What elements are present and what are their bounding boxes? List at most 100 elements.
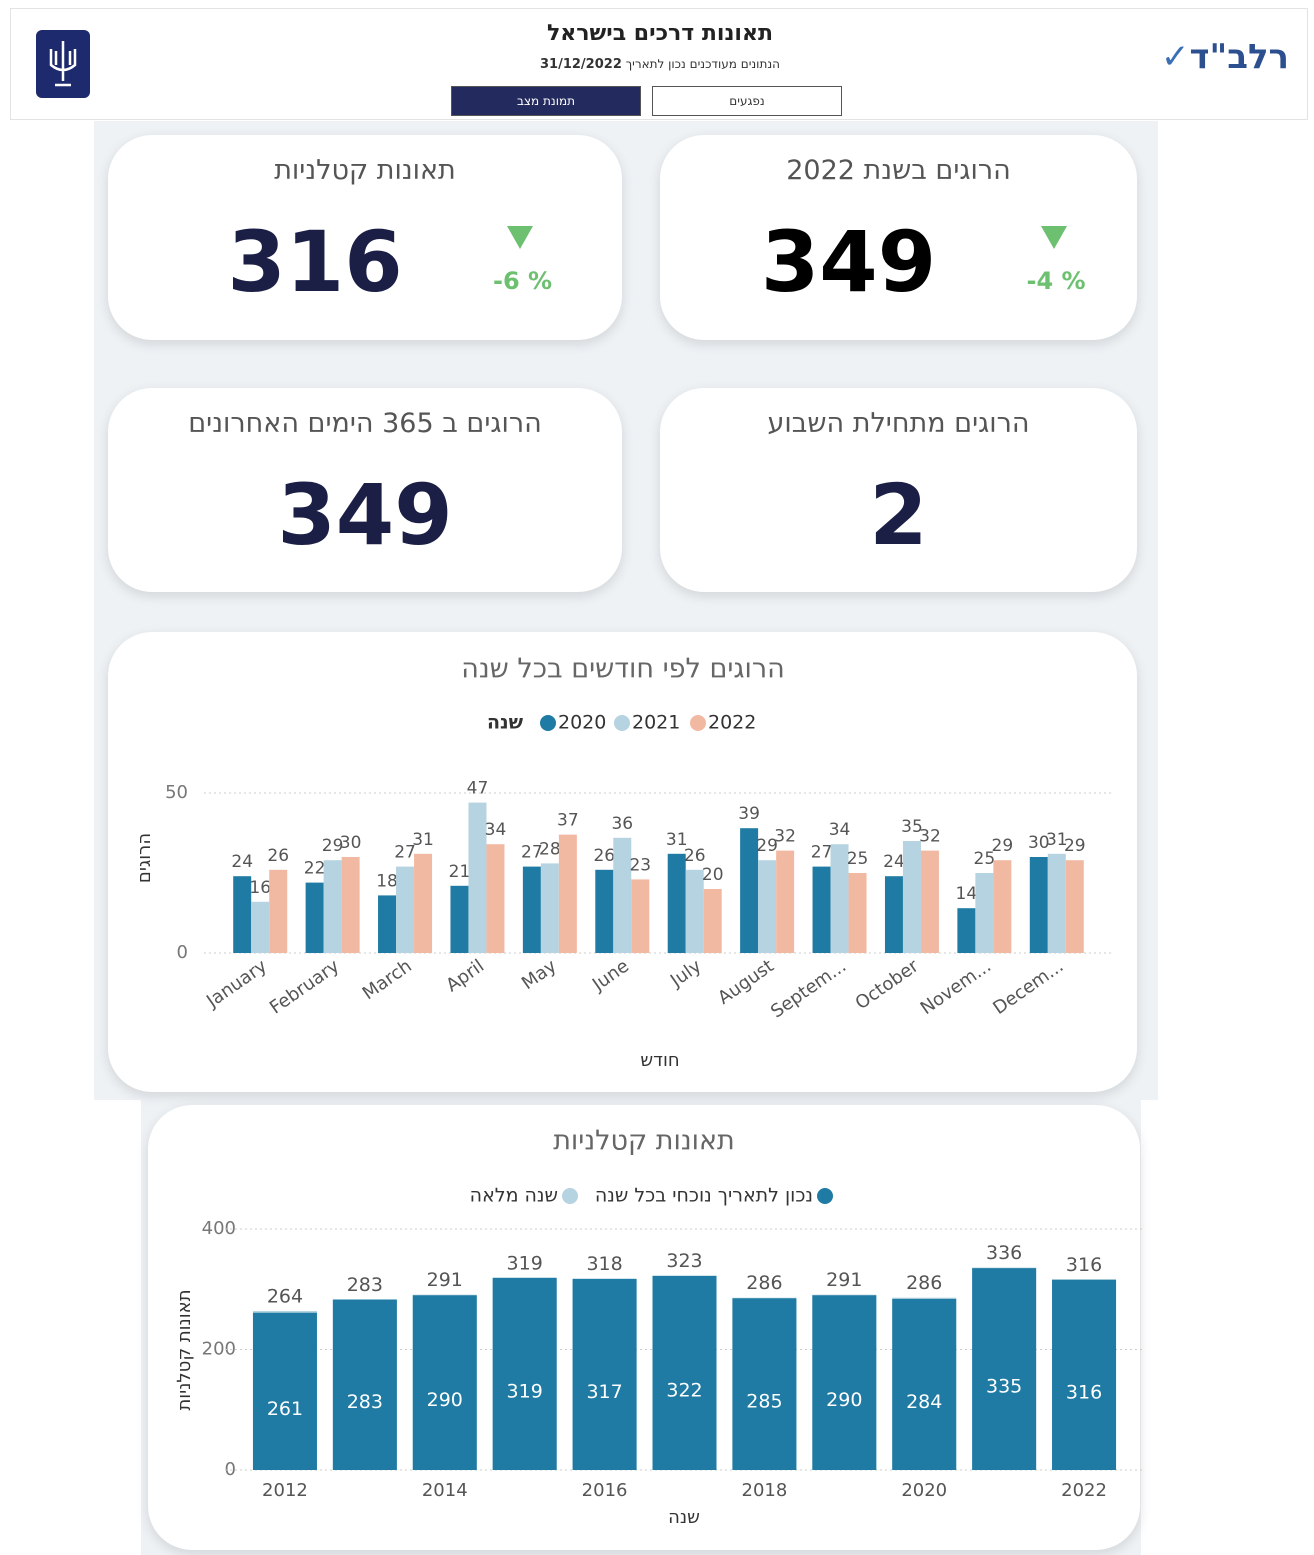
x-tick-label: August bbox=[714, 956, 778, 1009]
data-label: 26 bbox=[267, 846, 289, 866]
bar bbox=[703, 889, 722, 953]
bar bbox=[251, 901, 270, 953]
legend-label: 2022 bbox=[708, 712, 756, 734]
data-label: 27 bbox=[394, 843, 416, 863]
trend-arrow bbox=[507, 226, 533, 249]
data-label: 34 bbox=[485, 820, 507, 840]
x-tick-label: Decem... bbox=[989, 956, 1067, 1019]
x-tick-label: 2016 bbox=[582, 1480, 628, 1501]
date: 31/12/2022 bbox=[540, 57, 622, 72]
data-label: 291 bbox=[826, 1269, 862, 1291]
data-label: 32 bbox=[774, 827, 796, 847]
legend-label: נכון לתאריך נוכחי בכל שנה bbox=[595, 1185, 813, 1207]
tab[interactable]: נפגעים bbox=[652, 86, 842, 116]
kpi-title: הרוגים מתחילת השבוע bbox=[767, 408, 1030, 439]
legend-marker bbox=[690, 715, 706, 731]
data-label: 35 bbox=[901, 817, 923, 837]
bar bbox=[1029, 857, 1048, 953]
bar bbox=[414, 853, 433, 953]
bar bbox=[522, 866, 541, 953]
kpi-card: הרוגים בשנת 2022 349 -4 % bbox=[660, 135, 1137, 340]
y-tick-label: 200 bbox=[202, 1339, 236, 1360]
bar bbox=[540, 863, 559, 953]
data-label: 28 bbox=[539, 839, 561, 859]
x-tick-label: October bbox=[852, 955, 924, 1014]
bar bbox=[486, 844, 505, 953]
x-tick-label: Novem... bbox=[917, 956, 995, 1020]
data-label: 264 bbox=[267, 1285, 303, 1307]
kpi-value: 2 bbox=[869, 466, 928, 564]
trend-arrow-shape bbox=[1040, 226, 1067, 249]
subtitle: הנתונים מעודכנים נכון לתאריך 31/12/2022 bbox=[11, 57, 1309, 72]
data-label: 283 bbox=[347, 1274, 383, 1296]
data-label: 319 bbox=[507, 1252, 543, 1274]
data-label: 29 bbox=[756, 836, 778, 856]
header: רלב"ד✓ תאונות דרכים בישראל הנתונים מעודכ… bbox=[10, 8, 1308, 120]
data-label: 27 bbox=[811, 843, 833, 863]
data-label: 20 bbox=[702, 865, 724, 885]
data-label: 14 bbox=[956, 884, 978, 904]
kpi-value: 349 bbox=[277, 466, 453, 564]
logo-text: רלב"ד bbox=[1189, 37, 1289, 77]
bar bbox=[252, 1312, 317, 1470]
legend-marker bbox=[614, 715, 630, 731]
kpi-change: -4 % bbox=[1026, 267, 1086, 295]
data-label: 47 bbox=[467, 779, 489, 799]
kpi-value: 349 bbox=[760, 213, 937, 311]
y-axis-title: הרוגים bbox=[134, 833, 155, 883]
data-label: 31 bbox=[666, 830, 688, 850]
data-label: 26 bbox=[593, 846, 615, 866]
legend-marker bbox=[540, 715, 556, 731]
x-axis-title: חודש bbox=[640, 1050, 679, 1071]
data-label: 24 bbox=[231, 852, 253, 872]
data-label: 21 bbox=[449, 862, 471, 882]
data-label: 286 bbox=[746, 1272, 782, 1294]
emblem bbox=[36, 30, 90, 98]
bar bbox=[975, 873, 994, 953]
bar bbox=[667, 853, 686, 953]
bar bbox=[776, 850, 795, 953]
legend-marker bbox=[562, 1188, 578, 1204]
data-label: 23 bbox=[629, 855, 651, 875]
bar bbox=[732, 1298, 797, 1470]
chart-title: תאונות קטלניות bbox=[553, 1126, 735, 1157]
bar bbox=[233, 876, 252, 953]
data-label: 283 bbox=[347, 1391, 383, 1413]
x-tick-label: 2012 bbox=[262, 1480, 308, 1501]
x-axis-title: שנה bbox=[668, 1507, 700, 1528]
data-label: 26 bbox=[684, 846, 706, 866]
bar bbox=[830, 844, 849, 953]
data-label: 24 bbox=[883, 852, 905, 872]
tab[interactable]: תמונת מצב bbox=[451, 86, 641, 116]
data-label: 323 bbox=[666, 1250, 702, 1272]
trend-arrow-shape bbox=[507, 226, 533, 249]
bar bbox=[396, 866, 415, 953]
bar bbox=[884, 876, 903, 953]
kpi-title: הרוגים בשנת 2022 bbox=[786, 155, 1011, 186]
y-tick-label: 50 bbox=[165, 782, 188, 803]
x-tick-label: Septem... bbox=[767, 956, 850, 1023]
data-label: 30 bbox=[340, 833, 362, 853]
bar bbox=[1047, 853, 1066, 953]
data-label: 27 bbox=[521, 843, 543, 863]
bar bbox=[595, 869, 614, 953]
y-axis-title: תאונות קטלניות bbox=[174, 1289, 195, 1410]
legend-label: שנה מלאה bbox=[470, 1185, 558, 1207]
data-label: 290 bbox=[427, 1389, 463, 1411]
bar bbox=[892, 1298, 957, 1470]
bar bbox=[1052, 1279, 1117, 1470]
x-tick-label: 2014 bbox=[422, 1480, 468, 1501]
data-label: 316 bbox=[1066, 1381, 1102, 1403]
bar bbox=[758, 860, 777, 953]
data-label: 319 bbox=[507, 1380, 543, 1402]
data-label: 37 bbox=[557, 811, 579, 831]
data-label: 25 bbox=[847, 849, 869, 869]
y-tick-label: 0 bbox=[177, 942, 188, 963]
chart-title: הרוגים לפי חודשים בכל שנה bbox=[461, 654, 785, 685]
bar bbox=[631, 879, 650, 953]
data-label: 286 bbox=[906, 1272, 942, 1294]
bar bbox=[450, 885, 469, 953]
kpi-card: הרוגים ב 365 הימים האחרונים 349 bbox=[108, 388, 622, 592]
